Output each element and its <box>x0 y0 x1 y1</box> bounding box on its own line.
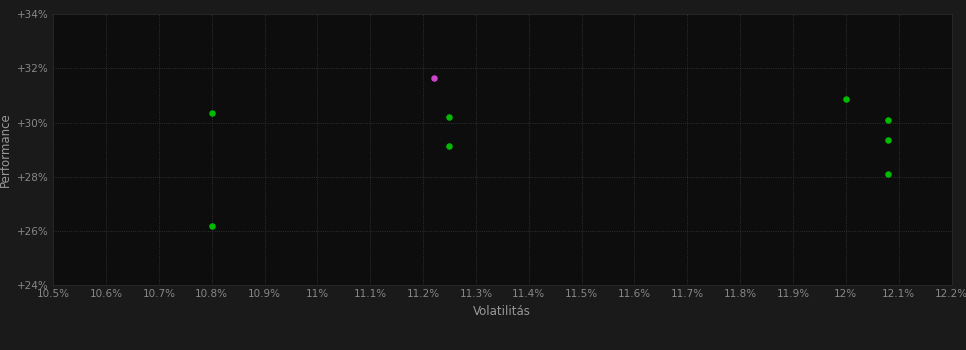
Point <box>426 75 441 80</box>
Point <box>441 114 457 120</box>
Y-axis label: Performance: Performance <box>0 112 12 187</box>
Point <box>204 223 219 229</box>
Point <box>838 97 854 102</box>
Point <box>880 117 895 122</box>
Point <box>204 110 219 116</box>
X-axis label: Volatilitás: Volatilitás <box>473 305 531 318</box>
Point <box>880 137 895 143</box>
Point <box>880 171 895 177</box>
Point <box>441 143 457 148</box>
